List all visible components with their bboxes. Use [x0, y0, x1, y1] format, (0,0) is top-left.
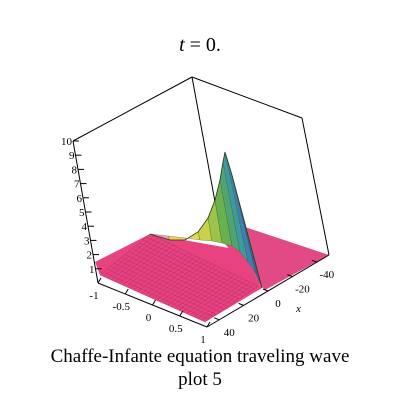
grid-line [121, 257, 228, 307]
grid-line [114, 263, 221, 312]
plot-caption: Chaffe-Infante equation traveling wave p… [0, 345, 400, 391]
grid-line [124, 254, 232, 305]
caption-line-2: plot 5 [178, 369, 222, 390]
wave-ridge [149, 151, 263, 289]
x-tick-label: 40 [224, 327, 236, 339]
grid-line [103, 271, 209, 320]
grid-line [99, 274, 206, 323]
z-tick-label: 6 [77, 193, 83, 205]
z-tick-label: 7 [74, 179, 80, 191]
y-tick-mark [179, 310, 184, 317]
ridge-crest-line [149, 151, 263, 289]
x-tick-mark [214, 317, 220, 321]
x-tick-mark [238, 302, 244, 306]
ridge-strip [167, 235, 187, 241]
y-tick-mark [124, 288, 129, 295]
z-tick-label: 8 [72, 164, 78, 176]
grid-line [128, 251, 236, 302]
y-tick-label: -0.5 [113, 301, 131, 313]
box-edge [191, 76, 219, 219]
y-tick-mark [206, 321, 211, 328]
z-tick-label: 3 [84, 235, 90, 247]
grid-line [142, 239, 251, 292]
title-variable: t [179, 34, 185, 56]
z-tick-label: 10 [61, 136, 73, 148]
y-tick-label: 1 [200, 334, 206, 346]
grid-line [149, 233, 259, 287]
grid-line [132, 248, 240, 300]
box-edge [191, 76, 303, 119]
x-tick-label: 20 [248, 312, 260, 324]
x-axis-label: x [295, 303, 301, 315]
z-tick-label: 5 [79, 207, 85, 219]
x-tick-mark [311, 259, 317, 263]
x-tick-label: -40 [319, 269, 334, 281]
y-axis-ticks: -1 -0.5 0 0.5 1 [89, 277, 211, 346]
box-edge [72, 76, 193, 142]
grid-line [146, 236, 255, 289]
x-tick-label: 0 [275, 298, 281, 310]
box-edge [301, 117, 330, 256]
z-tick-label: 2 [87, 250, 93, 262]
grid-line [107, 268, 213, 318]
grid-line [135, 245, 243, 297]
surface-grid [99, 233, 259, 323]
box-back-edges [72, 76, 330, 256]
y-tick-label: -1 [89, 290, 98, 302]
grid-line [110, 266, 217, 315]
z-tick-label: 4 [82, 221, 88, 233]
x-axis-ticks: 40 20 0 -20 -40 [214, 259, 335, 339]
x-tick-label: -20 [295, 284, 310, 296]
x-tick-mark [287, 274, 293, 278]
grid-line [139, 242, 247, 294]
z-tick-label: 9 [69, 150, 75, 162]
title-value: = 0. [184, 34, 221, 56]
z-tick-label: 1 [89, 264, 95, 276]
z-axis-ticks: 1 2 3 4 5 6 7 8 9 10 [61, 136, 102, 276]
y-tick-mark [152, 299, 156, 306]
x-tick-mark [262, 288, 269, 292]
caption-line-1: Chaffe-Infante equation traveling wave [50, 346, 350, 367]
y-tick-mark [97, 277, 102, 284]
y-tick-label: 0.5 [169, 323, 183, 335]
plot-title: t = 0. [0, 34, 400, 57]
y-tick-label: 0 [146, 312, 152, 324]
grid-line [117, 260, 225, 310]
surface-plateau [95, 234, 262, 322]
